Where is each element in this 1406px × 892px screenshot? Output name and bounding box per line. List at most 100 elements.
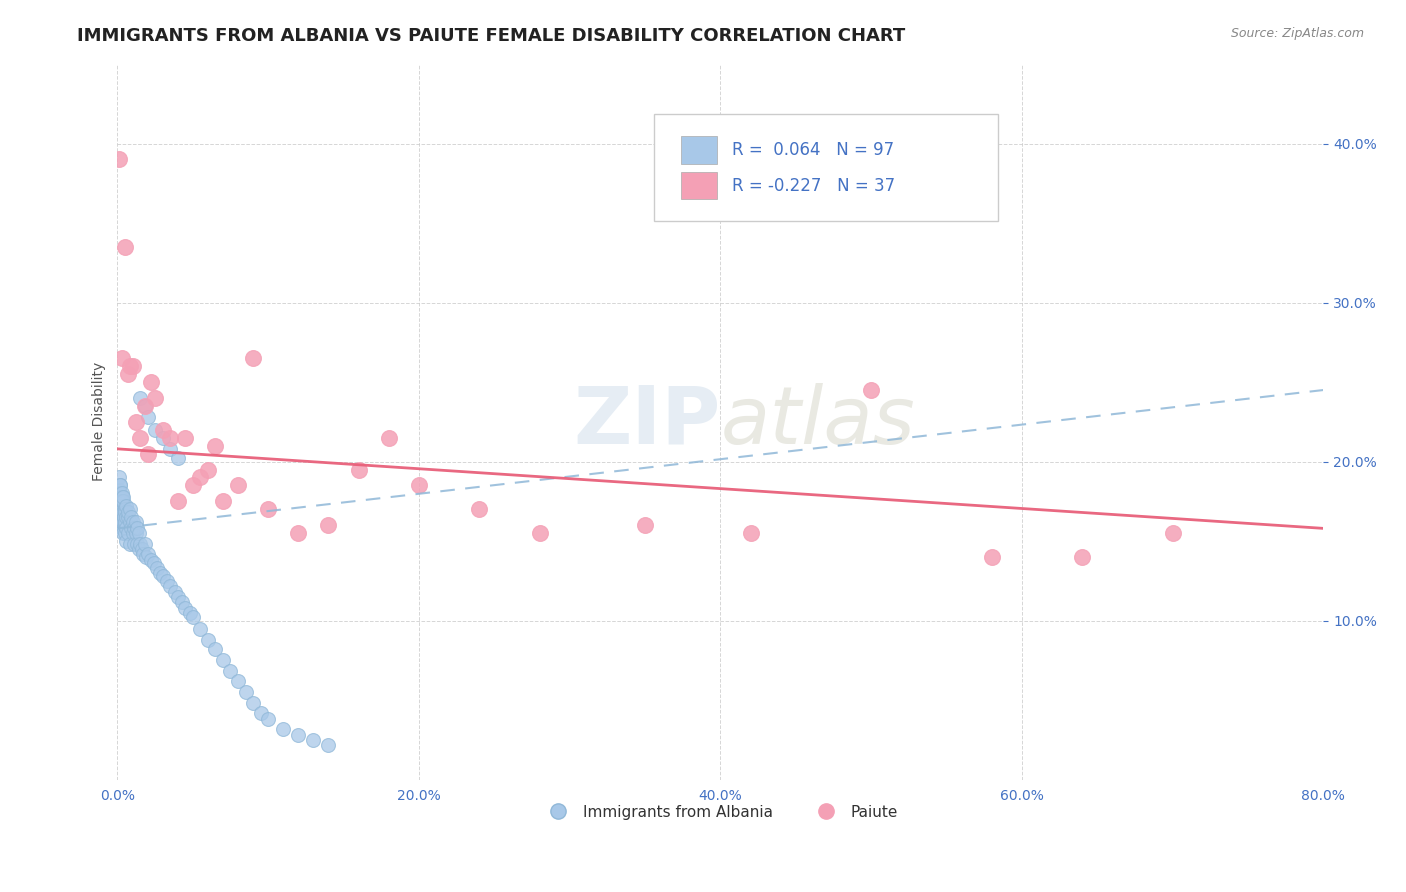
Point: [114, 515, 136, 529]
Point: [107, 490, 129, 504]
Point: [117, 526, 139, 541]
Point: [110, 486, 132, 500]
Point: [139, 375, 162, 389]
Point: [118, 515, 141, 529]
Point: [114, 502, 136, 516]
Point: [132, 547, 155, 561]
Point: [197, 632, 219, 647]
Point: [242, 696, 264, 710]
Point: [129, 391, 152, 405]
Point: [115, 534, 138, 549]
Point: [120, 510, 142, 524]
Point: [114, 526, 136, 541]
Point: [634, 518, 657, 533]
Point: [181, 478, 204, 492]
Point: [112, 494, 135, 508]
Text: Source: ZipAtlas.com: Source: ZipAtlas.com: [1230, 27, 1364, 40]
Point: [188, 622, 211, 636]
Point: [112, 490, 135, 504]
Point: [108, 494, 131, 508]
Point: [120, 521, 142, 535]
Point: [468, 502, 491, 516]
Point: [110, 499, 132, 513]
FancyBboxPatch shape: [654, 114, 998, 221]
Point: [145, 561, 167, 575]
Point: [111, 486, 134, 500]
Point: [408, 478, 430, 492]
Point: [980, 549, 1002, 564]
Point: [115, 521, 138, 535]
Point: [152, 423, 174, 437]
Y-axis label: Female Disability: Female Disability: [93, 362, 107, 482]
Point: [110, 515, 132, 529]
Point: [136, 410, 159, 425]
Point: [174, 600, 197, 615]
Point: [529, 526, 551, 541]
Point: [166, 590, 188, 604]
Text: R =  0.064   N = 97: R = 0.064 N = 97: [733, 141, 894, 159]
Point: [271, 722, 294, 736]
Point: [110, 506, 132, 520]
Point: [128, 542, 150, 557]
Point: [179, 606, 201, 620]
Point: [117, 510, 139, 524]
Point: [134, 399, 156, 413]
Point: [318, 518, 340, 533]
FancyBboxPatch shape: [681, 136, 717, 163]
Point: [347, 462, 370, 476]
Point: [108, 478, 131, 492]
Point: [118, 502, 141, 516]
Point: [235, 685, 257, 699]
Point: [152, 431, 174, 445]
Point: [174, 431, 197, 445]
Point: [188, 470, 211, 484]
Point: [226, 673, 249, 688]
Point: [166, 451, 188, 466]
Point: [111, 518, 134, 533]
Point: [149, 566, 172, 580]
Point: [378, 431, 401, 445]
Point: [219, 665, 242, 679]
Point: [108, 483, 131, 498]
Point: [114, 240, 136, 254]
Point: [111, 499, 134, 513]
Point: [166, 494, 188, 508]
Point: [110, 478, 132, 492]
Point: [122, 521, 145, 535]
Point: [111, 515, 134, 529]
Point: [257, 712, 280, 726]
Point: [129, 537, 152, 551]
Point: [125, 537, 148, 551]
Point: [110, 494, 132, 508]
Point: [128, 526, 150, 541]
Point: [152, 569, 174, 583]
Point: [204, 439, 226, 453]
Point: [112, 502, 135, 516]
Point: [112, 510, 135, 524]
Point: [302, 732, 325, 747]
Point: [136, 547, 159, 561]
Point: [112, 515, 135, 529]
Point: [139, 553, 162, 567]
FancyBboxPatch shape: [681, 172, 717, 199]
Point: [124, 515, 146, 529]
Point: [212, 494, 235, 508]
Point: [159, 431, 181, 445]
Point: [111, 521, 134, 535]
Point: [125, 521, 148, 535]
Point: [118, 359, 141, 374]
Point: [112, 506, 135, 520]
Point: [860, 383, 883, 397]
Point: [117, 506, 139, 520]
Text: IMMIGRANTS FROM ALBANIA VS PAIUTE FEMALE DISABILITY CORRELATION CHART: IMMIGRANTS FROM ALBANIA VS PAIUTE FEMALE…: [77, 27, 905, 45]
Point: [131, 542, 153, 557]
Point: [159, 442, 181, 456]
Point: [124, 415, 146, 429]
Point: [108, 506, 131, 520]
Point: [111, 510, 134, 524]
Point: [249, 706, 271, 720]
Point: [121, 359, 143, 374]
Point: [1161, 526, 1184, 541]
Text: R = -0.227   N = 37: R = -0.227 N = 37: [733, 177, 896, 194]
Text: ZIP: ZIP: [574, 383, 720, 461]
